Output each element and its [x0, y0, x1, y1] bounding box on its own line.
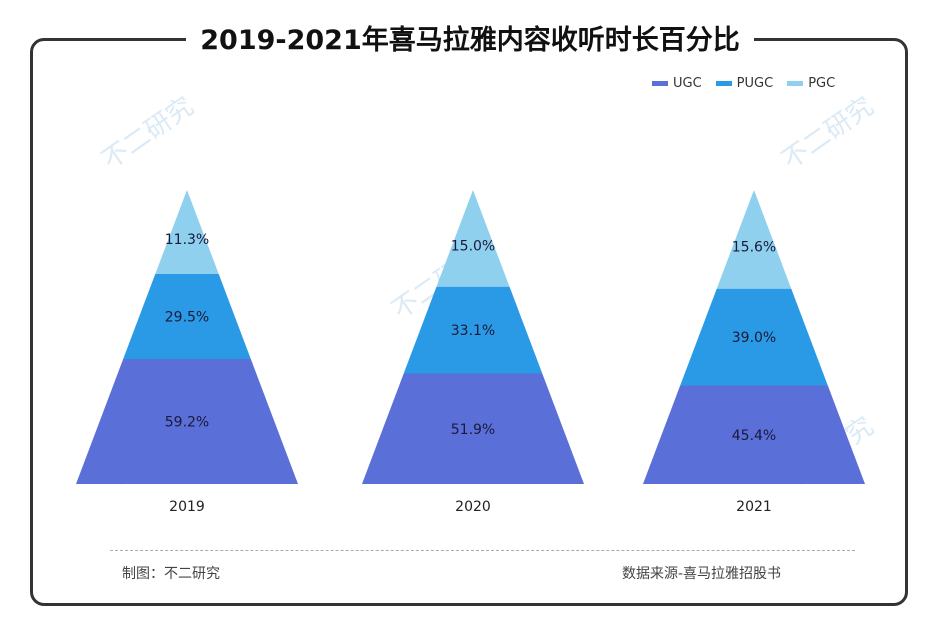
legend-item-pgc: PGC — [787, 76, 835, 91]
data-label: 15.0% — [451, 238, 495, 254]
watermark: 不二研究 — [97, 91, 199, 175]
footer-source: 数据来源-喜马拉雅招股书 — [622, 566, 782, 582]
segment-pugc-2021 — [680, 288, 828, 386]
data-label: 11.3% — [165, 232, 209, 248]
segment-pgc-2020 — [436, 190, 510, 287]
data-label: 39.0% — [732, 330, 776, 346]
footer-divider — [110, 550, 855, 551]
data-label: 59.2% — [165, 415, 209, 431]
footer-credit: 制图：不二研究 — [122, 566, 220, 582]
data-label: 15.6% — [732, 239, 776, 255]
watermark: 不二研究 — [777, 91, 879, 175]
segment-ugc-2021 — [643, 385, 865, 484]
segment-pgc-2019 — [155, 190, 219, 275]
legend-swatch — [787, 81, 804, 86]
legend-swatch — [652, 81, 668, 86]
legend-item-pugc: PUGC — [715, 76, 773, 91]
category-label: 2019 — [169, 499, 205, 515]
legend: UGC PUGC PGC — [652, 76, 835, 91]
legend-swatch — [715, 81, 732, 86]
data-label: 33.1% — [451, 323, 495, 339]
data-label: 29.5% — [165, 310, 209, 326]
segment-ugc-2019 — [76, 359, 298, 484]
category-label: 2020 — [455, 499, 491, 515]
data-label: 45.4% — [732, 428, 776, 444]
segment-pugc-2019 — [123, 274, 251, 360]
data-label: 51.9% — [451, 422, 495, 438]
chart-title: 2019-2021年喜马拉雅内容收听时长百分比 — [0, 18, 940, 57]
segment-pgc-2021 — [716, 190, 792, 289]
legend-item-ugc: UGC — [652, 76, 702, 91]
segment-ugc-2020 — [362, 373, 584, 484]
segment-pugc-2020 — [403, 286, 543, 374]
category-label: 2021 — [736, 499, 772, 515]
